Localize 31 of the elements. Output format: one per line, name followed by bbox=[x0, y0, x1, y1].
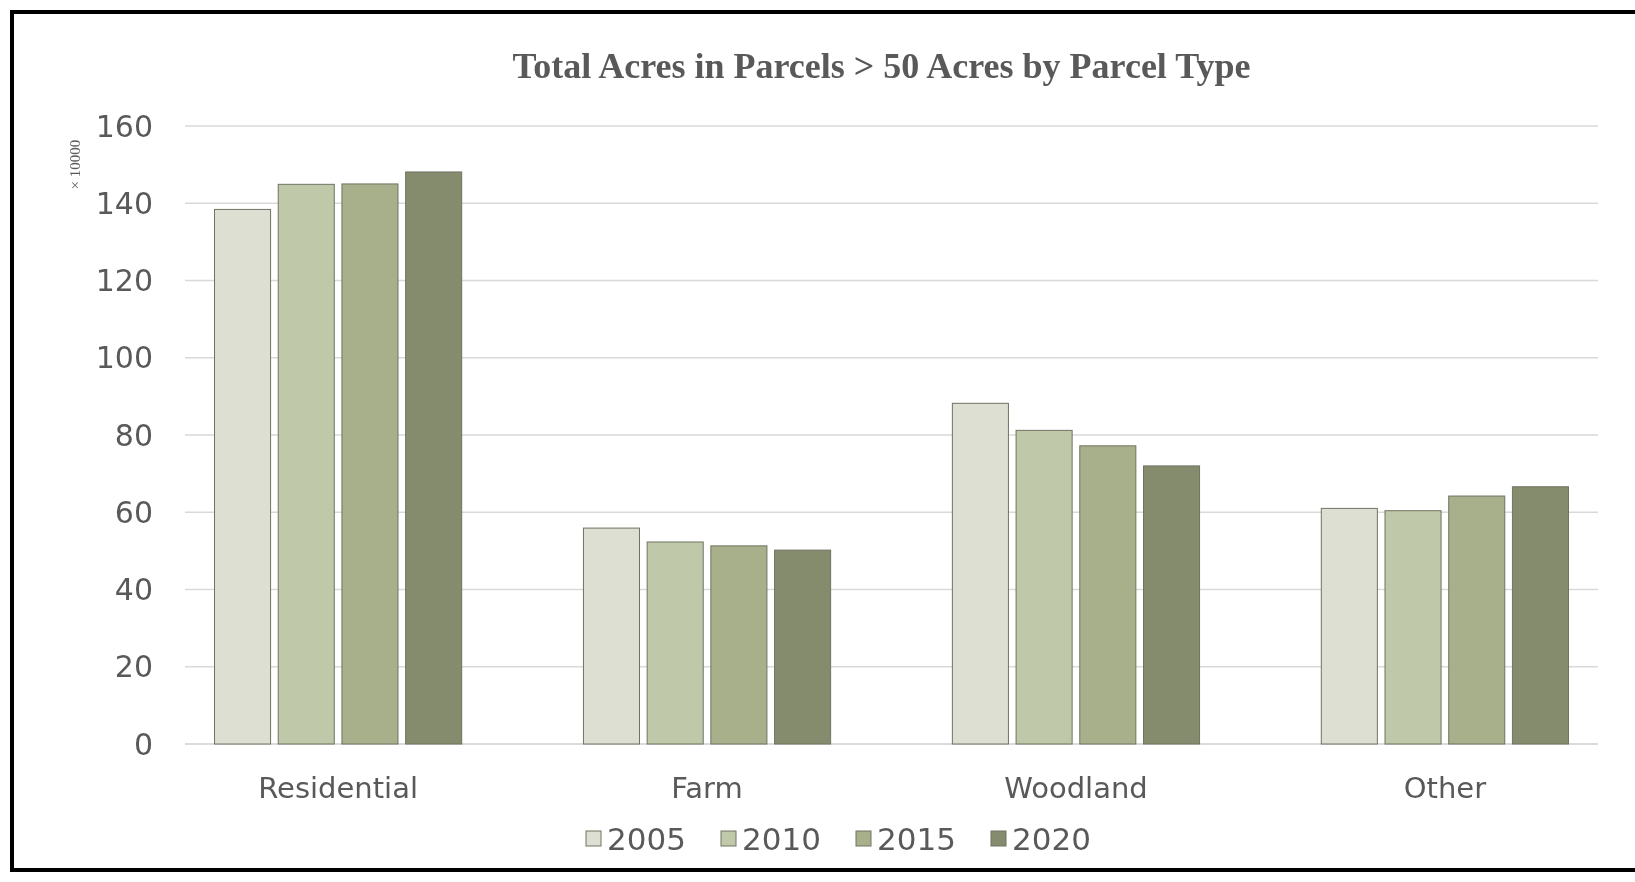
bar bbox=[1079, 445, 1137, 745]
x-tick-label: Residential bbox=[258, 771, 418, 805]
y-tick-label: 80 bbox=[114, 417, 153, 453]
y-tick-label: 160 bbox=[95, 108, 153, 144]
y-tick-label: 140 bbox=[95, 185, 153, 221]
bar bbox=[710, 545, 768, 745]
x-tick-label: Other bbox=[1403, 771, 1487, 805]
bar bbox=[1448, 495, 1506, 745]
legend-label: 2005 bbox=[607, 821, 686, 857]
bar bbox=[646, 541, 704, 745]
y-tick-label: 0 bbox=[133, 726, 153, 762]
bar bbox=[341, 183, 399, 745]
bar bbox=[1015, 429, 1073, 745]
legend-label: 2010 bbox=[742, 821, 821, 857]
x-tick-label: Woodland bbox=[1004, 771, 1148, 805]
y-tick-label: 60 bbox=[114, 494, 153, 530]
y-tick-label: 40 bbox=[114, 572, 153, 607]
y-tick-label: 20 bbox=[114, 649, 153, 685]
bar bbox=[405, 171, 463, 745]
bar bbox=[277, 183, 335, 745]
x-tick-label: Farm bbox=[671, 771, 743, 805]
y-axis-title: × 10000 bbox=[67, 139, 83, 190]
y-tick-label: 100 bbox=[95, 340, 153, 376]
y-tick-label: 120 bbox=[95, 263, 153, 298]
bar bbox=[1384, 510, 1442, 745]
chart-title: Total Acres in Parcels > 50 Acres by Parcel Type bbox=[512, 46, 1251, 86]
bar bbox=[774, 549, 832, 745]
bar bbox=[1142, 465, 1201, 745]
legend-label: 2015 bbox=[877, 821, 956, 857]
bar bbox=[1511, 486, 1569, 745]
legend-label: 2020 bbox=[1012, 821, 1091, 857]
